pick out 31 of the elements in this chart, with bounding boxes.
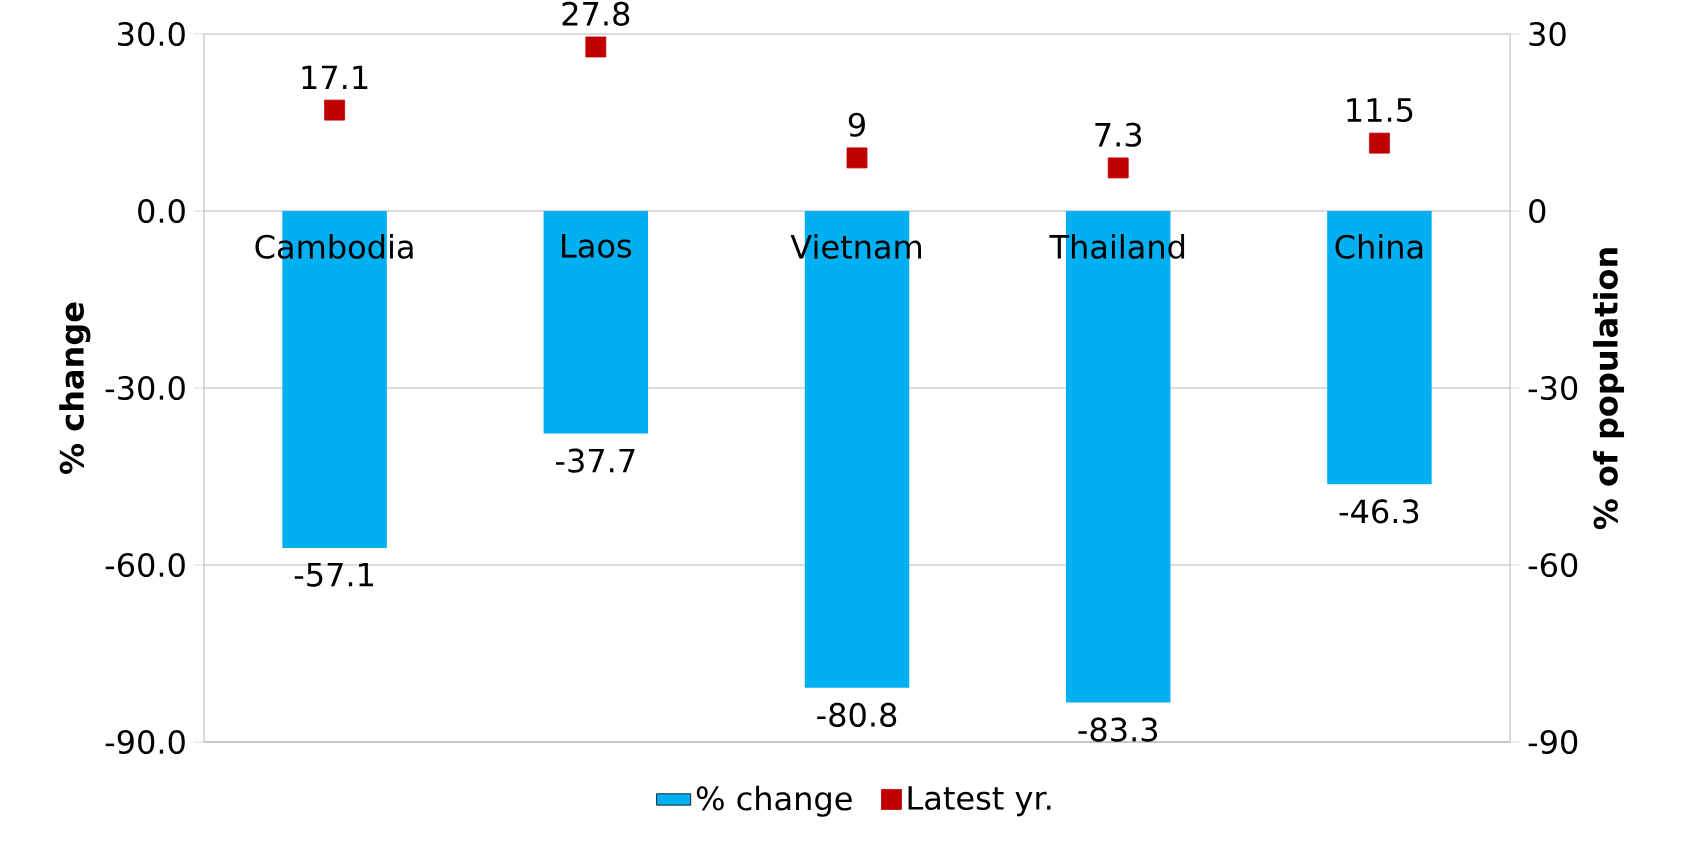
- point: [1107, 157, 1129, 179]
- y-tick-label: -90.0: [105, 729, 185, 755]
- y2-tick-label: 30: [1529, 21, 1566, 47]
- y2-tick-label: -60: [1528, 552, 1578, 578]
- data-label: -46.3: [1339, 499, 1419, 524]
- y2-tick-label: -90: [1528, 729, 1578, 755]
- legend-label: % change: [696, 785, 852, 817]
- data-label: -83.3: [1078, 717, 1158, 742]
- y-tick-label: -60.0: [105, 552, 185, 578]
- data-label: 9: [848, 112, 865, 137]
- y-tick-label: 0.0: [138, 198, 185, 224]
- data-label: 27.8: [562, 1, 630, 26]
- data-label: 7.3: [1095, 122, 1142, 147]
- y-tick-label: 30.0: [118, 21, 185, 47]
- point: [1369, 132, 1390, 154]
- y2-tick-label: -30: [1528, 375, 1578, 401]
- x-tick-label: China: [1335, 234, 1423, 259]
- point: [585, 36, 607, 58]
- data-label: -37.7: [555, 448, 635, 473]
- data-label: 17.1: [302, 65, 368, 90]
- y2-tick-label: 0: [1529, 198, 1546, 224]
- data-label: 11.5: [1347, 98, 1413, 123]
- point: [324, 99, 346, 121]
- point: [846, 147, 868, 169]
- data-label: -80.8: [817, 702, 897, 727]
- y-tick-label: -30.0: [105, 375, 185, 401]
- y2-axis-title: % of population: [1593, 248, 1625, 530]
- y-axis-title: % change: [59, 302, 91, 474]
- data-label: -57.1: [294, 562, 374, 587]
- x-tick-label: Laos: [562, 234, 632, 258]
- legend-label: Latest yr.: [908, 786, 1051, 817]
